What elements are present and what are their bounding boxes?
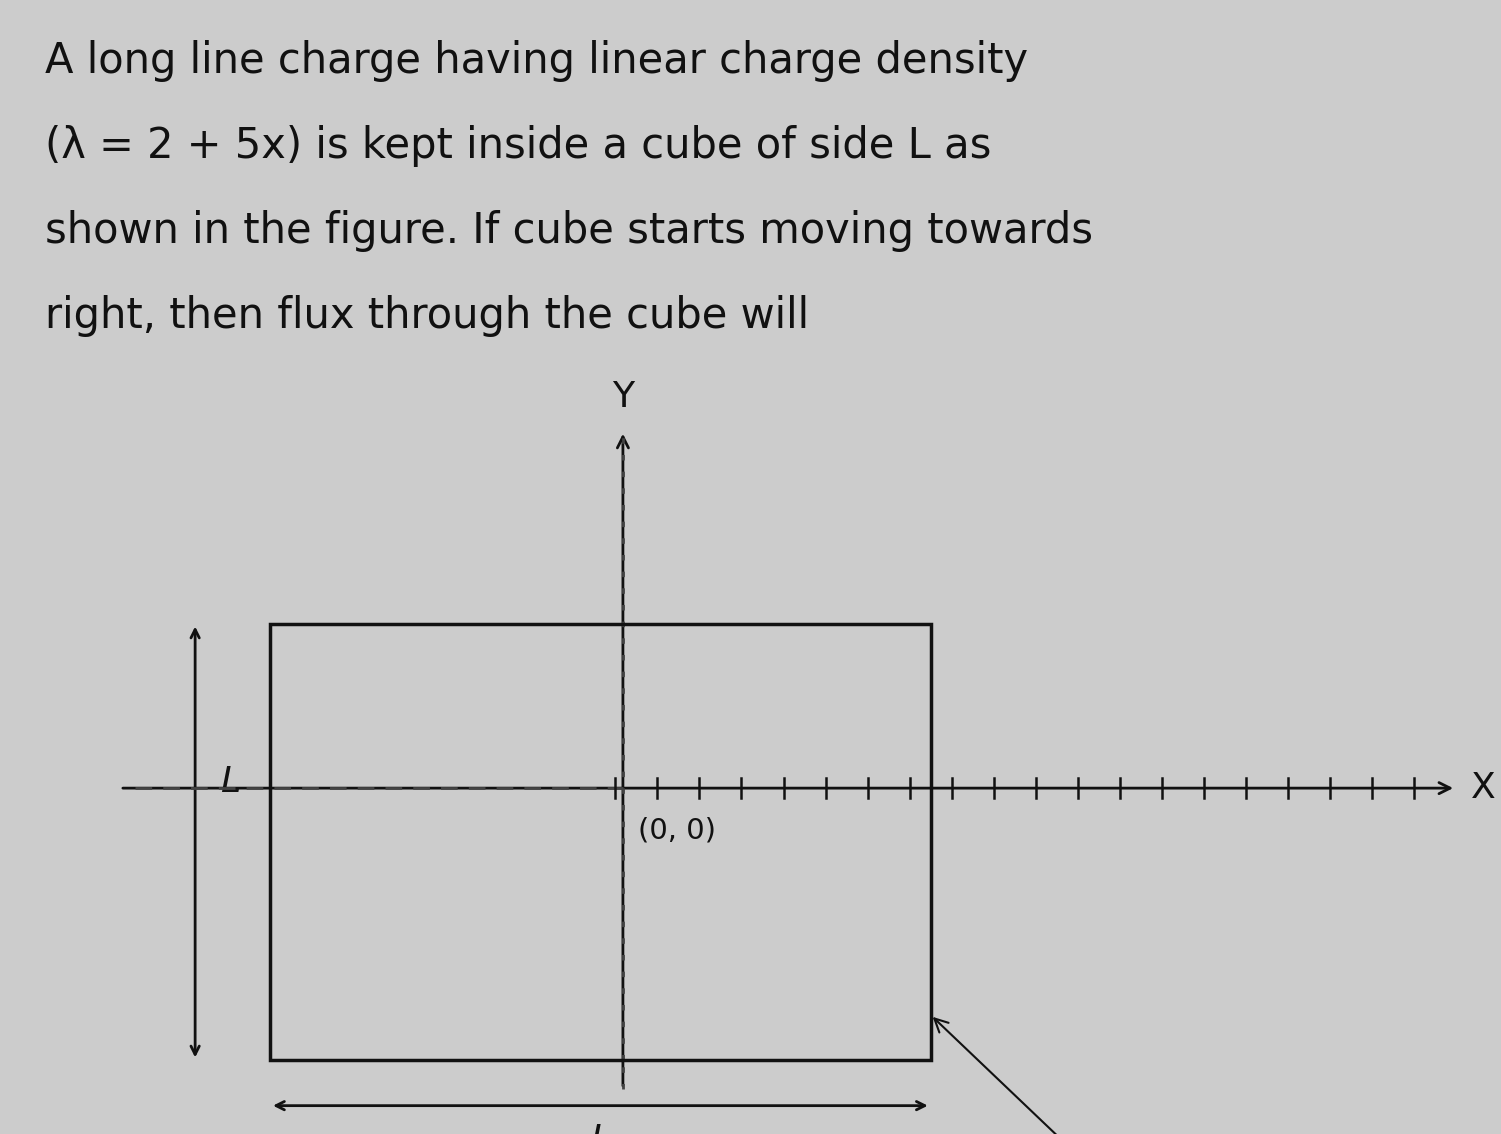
Text: Cube: Cube: [934, 1018, 1121, 1134]
Text: right, then flux through the cube will: right, then flux through the cube will: [45, 295, 809, 337]
Text: L: L: [590, 1123, 611, 1134]
Text: (0, 0): (0, 0): [638, 816, 716, 845]
Text: A long line charge having linear charge density: A long line charge having linear charge …: [45, 40, 1028, 82]
Text: L: L: [221, 765, 240, 799]
Bar: [270, 624, 931, 1060]
Text: (λ = 2 + 5x) is kept inside a cube of side L as: (λ = 2 + 5x) is kept inside a cube of si…: [45, 125, 991, 167]
Text: X: X: [1471, 771, 1495, 805]
Text: shown in the figure. If cube starts moving towards: shown in the figure. If cube starts movi…: [45, 210, 1093, 252]
Text: Y: Y: [612, 380, 633, 414]
